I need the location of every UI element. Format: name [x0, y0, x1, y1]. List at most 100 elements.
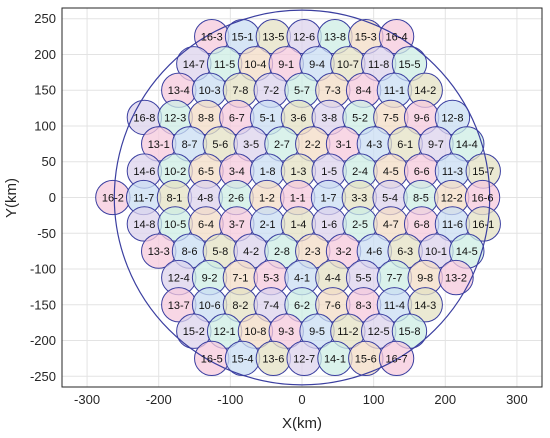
y-tick-label: -250: [30, 369, 56, 384]
beam-cell-label: 1-7: [321, 193, 337, 205]
beam-cell-label: 16-2: [102, 193, 124, 205]
beam-cell-label: 10-7: [337, 59, 359, 71]
beam-cell-label: 4-2: [243, 246, 259, 258]
beam-cell-label: 3-8: [321, 112, 337, 124]
beam-cell-label: 3-5: [243, 139, 259, 151]
y-tick-label: -150: [30, 297, 56, 312]
y-tick-labels: -250 -200 -150 -100 -50 0 50 100 150 200 250: [30, 11, 56, 384]
beam-cell-label: 14-2: [414, 85, 436, 97]
beam-cell-label: 8-6: [182, 246, 198, 258]
beam-cell-label: 11-5: [214, 59, 235, 71]
beam-cell-label: 8-2: [232, 300, 248, 312]
beam-cell: [438, 259, 474, 296]
beam-cell-label: 1-5: [321, 166, 337, 178]
beam-cell-label: 13-7: [168, 300, 190, 312]
beam-cell-label: 6-3: [397, 246, 413, 258]
beam-cell-label: 7-4: [263, 300, 279, 312]
x-tick-label: 300: [506, 392, 528, 407]
beam-cell-label: 2-4: [352, 166, 368, 178]
beam-cell-label: 7-1: [232, 273, 248, 285]
beam-cell-label: 13-2: [445, 273, 467, 285]
beam-cell-label: 10-8: [244, 326, 266, 338]
beam-cell-label: 13-4: [168, 85, 190, 97]
beam-cell-label: 4-4: [325, 273, 341, 285]
x-tick-label: 100: [363, 392, 385, 407]
beam-cell-label: 1-8: [260, 166, 276, 178]
beam-cell-label: 11-1: [384, 85, 405, 97]
beam-cell-label: 10-3: [199, 85, 221, 97]
beam-cell-label: 11-4: [384, 300, 405, 312]
beam-cell-label: 4-5: [383, 166, 399, 178]
beam-cell-label: 15-7: [472, 166, 494, 178]
y-tick-label: 250: [34, 11, 56, 26]
beam-cell-label: 12-2: [441, 193, 463, 205]
x-tick-label: 200: [434, 392, 456, 407]
beam-cell-label: 10-4: [244, 59, 266, 71]
beam-cell-label: 9-6: [414, 112, 430, 124]
beam-cell-labels: 16-3 15-1 13-5 12-6 13-8 15-3 16-4 14-7 11-5 10-4…: [102, 32, 494, 366]
beam-cell-label: 16-3: [201, 32, 223, 44]
beam-cell-label: 5-8: [212, 246, 228, 258]
beam-cell-label: 9-4: [309, 59, 325, 71]
beam-cell-label: 9-8: [417, 273, 433, 285]
beam-cell-label: 4-1: [294, 273, 310, 285]
beam-cell-label: 6-5: [198, 166, 214, 178]
plot-frame: [61, 7, 543, 388]
beam-cell-label: 3-4: [229, 166, 245, 178]
x-tick-label: -200: [146, 392, 172, 407]
x-tick-labels: -300 -200 -100 0 100 200 300: [74, 392, 528, 407]
beam-cell-label: 15-8: [398, 326, 420, 338]
beam-cell-label: 13-5: [262, 32, 284, 44]
coverage-circle: [113, 9, 491, 386]
beam-cell-label: 9-7: [428, 139, 444, 151]
beam-cell-label: 12-3: [164, 112, 186, 124]
beam-cell-label: 9-2: [202, 273, 218, 285]
beam-cell-label: 10-1: [425, 246, 447, 258]
beam-cell-label: 15-2: [183, 326, 205, 338]
beam-cell-label: 12-8: [441, 112, 463, 124]
beam-cell-label: 8-8: [198, 112, 214, 124]
y-tick-label: 100: [34, 118, 56, 133]
beam-cell-label: 4-7: [383, 219, 399, 231]
x-tick-label: 0: [298, 392, 305, 407]
beam-cell-label: 10-5: [164, 219, 186, 231]
beam-cell-label: 15-4: [232, 353, 254, 365]
beam-cell-label: 12-1: [214, 326, 236, 338]
beam-cell-label: 2-3: [305, 246, 321, 258]
beam-cell-label: 5-2: [352, 112, 368, 124]
beam-cell-label: 1-4: [290, 219, 306, 231]
beam-cell: [378, 340, 415, 377]
beam-cell-label: 12-6: [293, 32, 315, 44]
beam-cell-label: 5-4: [382, 193, 398, 205]
beam-cell-label: 11-8: [368, 59, 389, 71]
beam-cell: [407, 287, 443, 323]
beam-cell-label: 6-2: [294, 300, 310, 312]
beam-cell-label: 14-1: [324, 353, 346, 365]
beam-cell-label: 16-4: [386, 32, 408, 44]
beam-cell-label: 12-4: [168, 273, 190, 285]
beam-cell-label: 6-6: [414, 166, 430, 178]
beam-cell-label: 2-6: [228, 193, 244, 205]
beam-cell-label: 6-7: [229, 112, 245, 124]
beam-cell-label: 14-5: [456, 246, 478, 258]
beam-cell-label: 8-4: [356, 85, 372, 97]
beam-cell-label: 8-3: [356, 300, 372, 312]
beam-cell-label: 9-5: [309, 326, 325, 338]
beam-cell-label: 9-3: [278, 326, 294, 338]
beam-cell-label: 4-6: [366, 246, 382, 258]
beam-cell-label: 14-8: [133, 219, 155, 231]
beam-cell-label: 12-5: [368, 326, 390, 338]
beam-cell-label: 6-4: [198, 219, 214, 231]
x-tick-label: -300: [74, 392, 100, 407]
beam-cell-label: 15-5: [398, 59, 420, 71]
beam-cell-label: 14-3: [414, 300, 436, 312]
beam-cell-label: 1-2: [259, 193, 275, 205]
beam-cell-label: 4-3: [366, 139, 382, 151]
beam-cell-label: 16-8: [133, 112, 155, 124]
beam-cell-label: 7-8: [232, 85, 248, 97]
y-axis-label: Y(km): [3, 178, 20, 218]
beam-cell-label: 11-6: [442, 219, 463, 231]
beam-cell-label: 7-3: [325, 85, 341, 97]
y-tick-label: -50: [37, 226, 56, 241]
beam-cell-label: 10-2: [164, 166, 186, 178]
